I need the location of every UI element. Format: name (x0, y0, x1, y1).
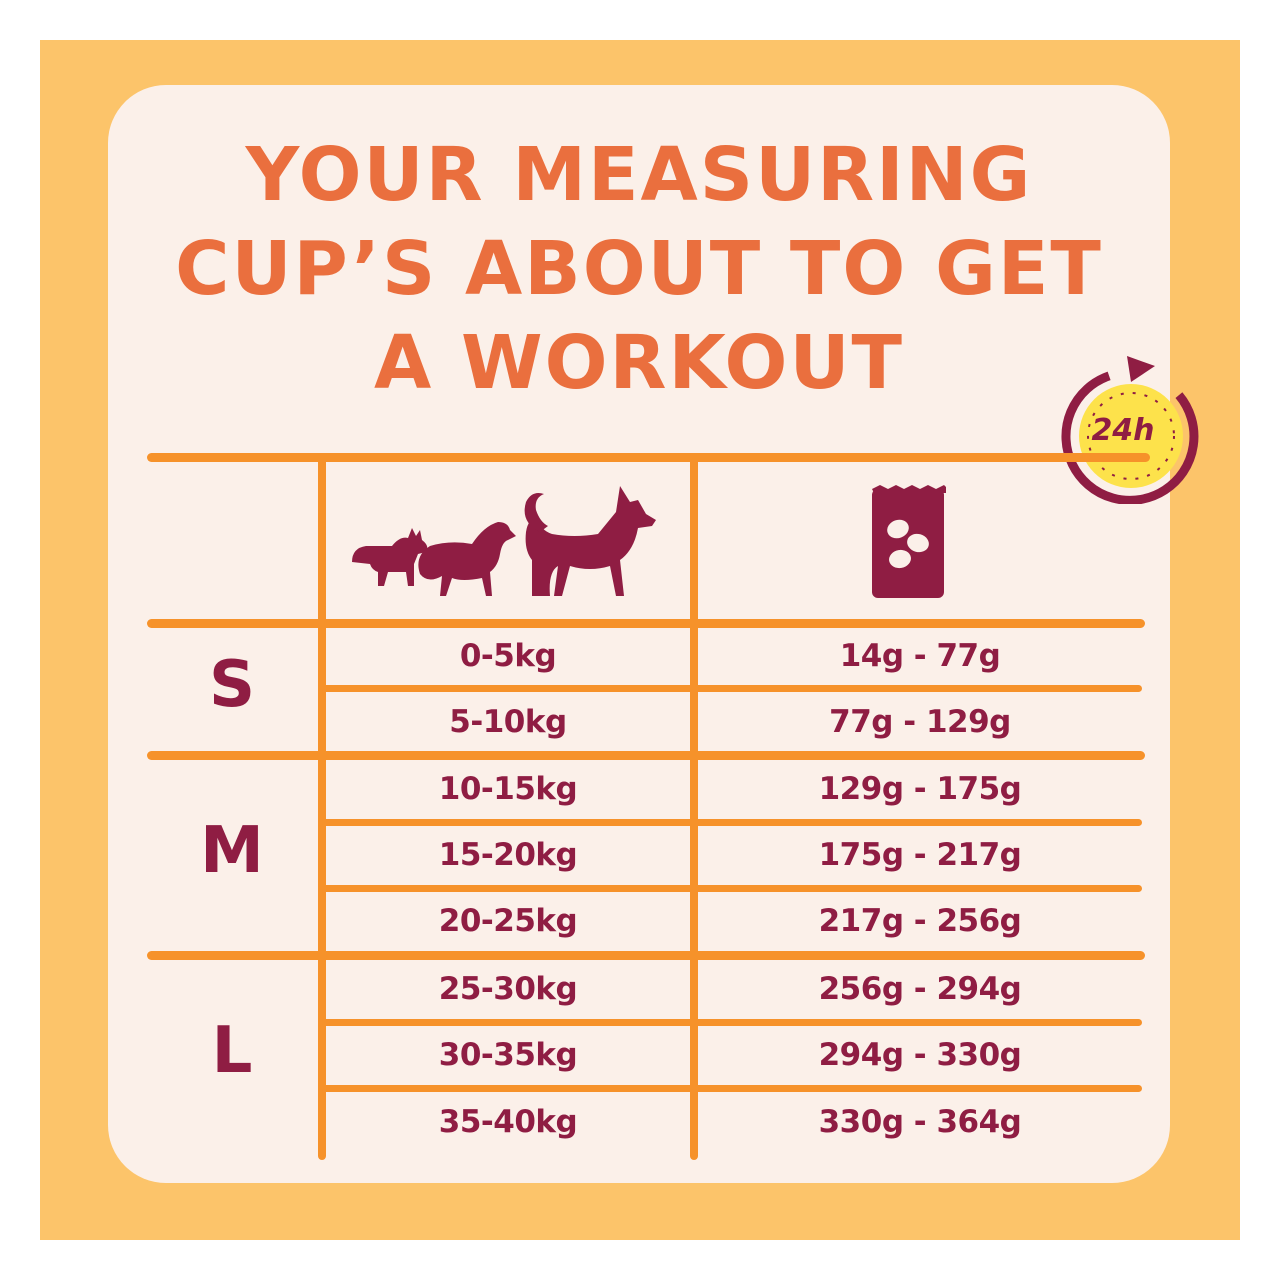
weight-cell: 30-35kg (438, 1037, 578, 1073)
weight-cell: 35-40kg (438, 1104, 578, 1140)
page-title: YOUR MEASURING CUP’S ABOUT TO GET A WORK… (108, 128, 1170, 410)
portion-cell: 14g - 77g (839, 638, 1001, 674)
title-line-1: YOUR MEASURING (245, 132, 1033, 218)
dogs-sizes-icon (352, 486, 656, 596)
weight-cell: 25-30kg (438, 971, 578, 1007)
row-line (322, 1085, 1142, 1092)
size-label-l: L (211, 1014, 253, 1088)
title-line-3: A WORKOUT (373, 320, 905, 406)
weight-cell: 15-20kg (438, 837, 578, 873)
food-bag-icon (872, 485, 946, 598)
row-line (322, 819, 1142, 826)
size-label-s: S (208, 648, 256, 722)
badge-label: 24h (1091, 413, 1155, 448)
portion-cell: 77g - 129g (829, 704, 1011, 740)
group-line (147, 751, 1145, 760)
table-divider-2 (690, 458, 698, 1160)
row-line (322, 685, 1142, 692)
row-line (322, 1019, 1142, 1026)
portion-cell: 175g - 217g (818, 837, 1022, 873)
size-label-m: M (200, 814, 264, 888)
weight-cell: 5-10kg (449, 704, 567, 740)
portion-cell: 256g - 294g (818, 971, 1022, 1007)
portion-cell: 294g - 330g (818, 1037, 1022, 1073)
portion-cell: 129g - 175g (818, 771, 1022, 807)
weight-cell: 20-25kg (438, 903, 578, 939)
weight-cell: 0-5kg (459, 638, 557, 674)
row-line (322, 885, 1142, 892)
table-divider-1 (318, 458, 326, 1160)
clock-24h-icon (1061, 356, 1199, 504)
portion-cell: 217g - 256g (818, 903, 1022, 939)
content-card (108, 85, 1170, 1183)
title-line-2: CUP’S ABOUT TO GET (175, 226, 1103, 312)
group-line (147, 951, 1145, 960)
portion-cell: 330g - 364g (818, 1104, 1022, 1140)
table-line-top (147, 453, 1150, 462)
weight-cell: 10-15kg (438, 771, 578, 807)
group-line (147, 619, 1145, 628)
